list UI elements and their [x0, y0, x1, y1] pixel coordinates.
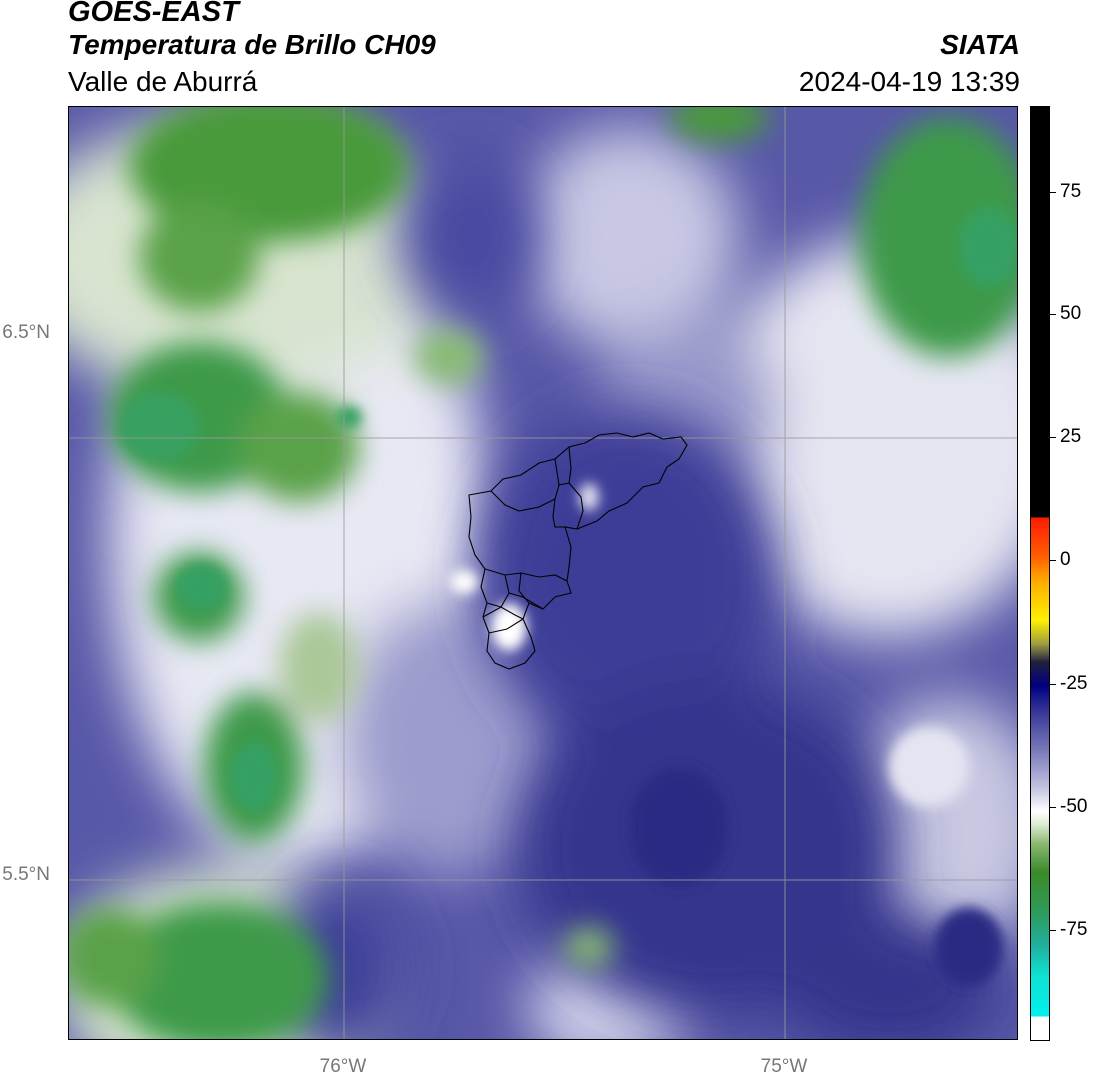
timestamp-label: 2024-04-19 13:39: [798, 66, 1020, 97]
valle-de-aburra-boundary-outline: [468, 432, 688, 670]
lon-tick-label: 75°W: [760, 1056, 808, 1077]
colorbar-tick-label: -75: [1060, 919, 1088, 940]
colorbar-tick-mark: [1050, 930, 1056, 931]
lat-tick-label: 6.5°N: [2, 322, 50, 343]
temperature-colorbar: [1030, 106, 1050, 1041]
region-label: Valle de Aburrá: [68, 66, 258, 97]
colorbar-tick-mark: [1050, 314, 1056, 315]
satellite-map[interactable]: [68, 106, 1018, 1040]
colorbar-tick-label: 0: [1060, 549, 1071, 570]
lat-tick-label: 5.5°N: [2, 864, 50, 885]
organization-label: SIATA: [940, 29, 1020, 60]
lon-tick-label: 76°W: [319, 1056, 367, 1077]
map-title: GOES-EAST: [68, 0, 239, 28]
colorbar-tick-mark: [1050, 807, 1056, 808]
colorbar-tick-mark: [1050, 192, 1056, 193]
brightness-temperature-field: [69, 107, 1017, 1039]
colorbar-tick-label: -25: [1060, 673, 1088, 694]
graticule: [69, 107, 1017, 1039]
colorbar-tick-label: 75: [1060, 181, 1082, 202]
colorbar-tick-mark: [1050, 437, 1056, 438]
colorbar-tick-mark: [1050, 560, 1056, 561]
colorbar-tick-mark: [1050, 684, 1056, 685]
colorbar-tick-label: 25: [1060, 426, 1082, 447]
colorbar-tick-label: 50: [1060, 303, 1082, 324]
colorbar-tick-label: -50: [1060, 796, 1088, 817]
map-subtitle: Temperatura de Brillo CH09: [68, 29, 436, 60]
